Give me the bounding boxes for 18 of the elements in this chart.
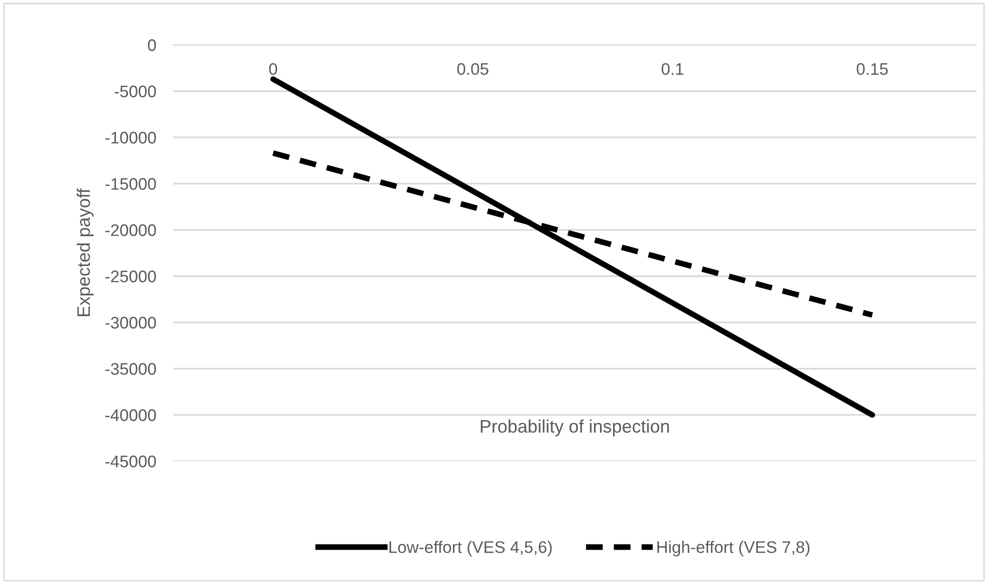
y-tick-label: -15000 xyxy=(105,178,156,190)
x-tick-label: 0.15 xyxy=(856,63,888,75)
x-tick-label: 0.05 xyxy=(457,63,488,75)
y-tick-label: -30000 xyxy=(105,316,156,329)
y-tick-label: -35000 xyxy=(105,363,156,375)
legend-label: Low-effort (VES 4,5,6) xyxy=(390,540,552,556)
y-tick-label: -25000 xyxy=(105,270,156,282)
x-axis-title: Probability of inspection xyxy=(480,419,669,436)
y-tick-label: -5000 xyxy=(114,86,156,98)
y-tick-label: -40000 xyxy=(105,409,156,422)
y-tick-label: -20000 xyxy=(105,224,156,236)
y-tick-label: 0 xyxy=(148,39,156,52)
y-tick-label: -45000 xyxy=(105,456,156,468)
y-axis-title: Expected payoff xyxy=(76,188,94,316)
x-tick-label: 0.1 xyxy=(662,63,684,75)
legend-label: High-effort (VES 7,8) xyxy=(657,540,810,556)
y-tick-label: -10000 xyxy=(105,132,156,144)
x-tick-label: 0 xyxy=(269,63,278,75)
